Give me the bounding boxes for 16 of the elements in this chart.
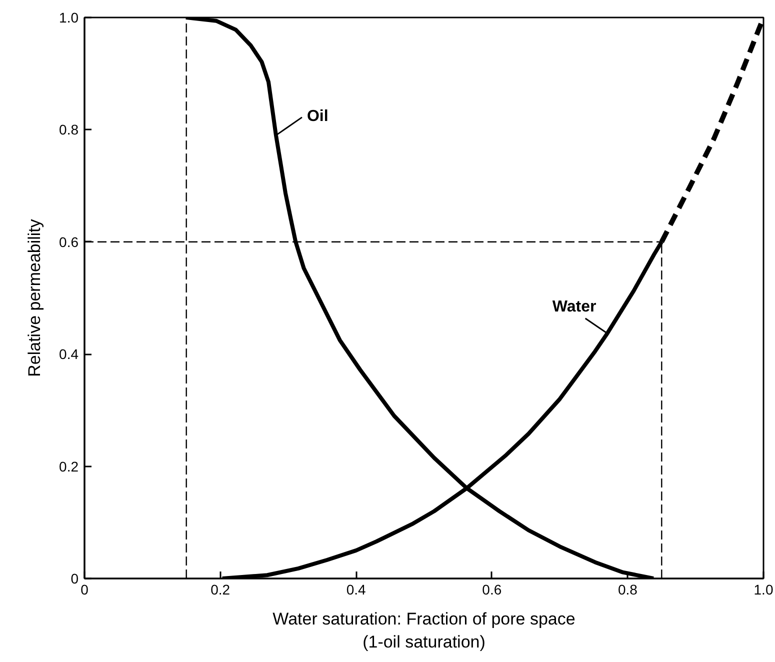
x-tick-label: 0.6 [482,582,502,598]
series-label: Water [552,298,596,316]
x-tick-label: 1.0 [754,582,774,598]
x-axis-title: Water saturation: Fraction of pore space (1-oil saturation) [272,610,576,652]
y-tick-label: 1.0 [59,10,79,26]
y-tick-label: 0 [70,570,79,586]
y-tick-label: 0.4 [59,346,79,362]
legend-label: Oil [306,108,328,125]
y-tick-label: 0.6 [59,234,79,250]
y-tick-label: 0.2 [59,458,79,474]
x-tick-label: 0.4 [346,582,366,598]
x-tick-label: 0 [80,582,89,598]
x-tick-label: 0.2 [210,582,230,598]
y-tick-label: 0.8 [59,122,79,138]
x-tick-label: 0.8 [618,582,638,598]
y-axis-title: Relative permeability [25,218,44,377]
